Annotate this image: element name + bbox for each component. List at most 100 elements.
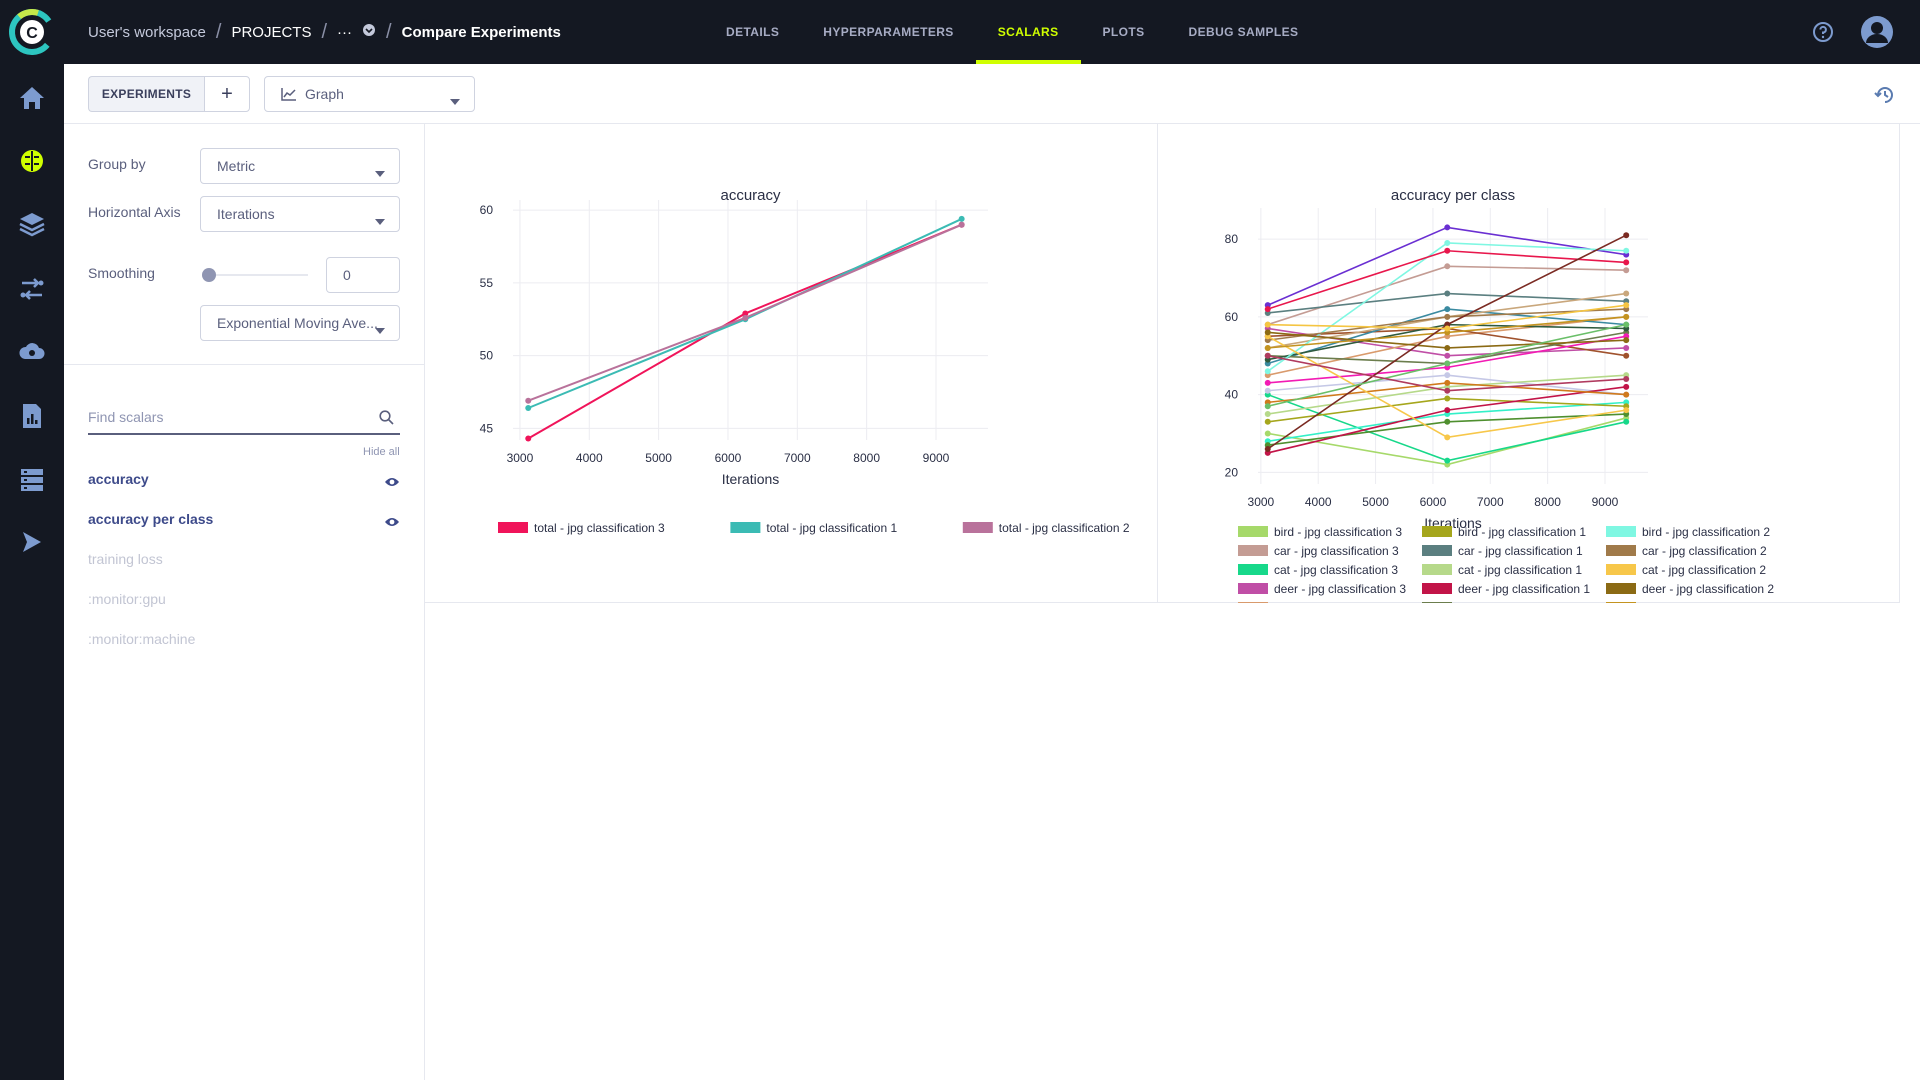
divider — [64, 364, 425, 365]
x-tick-label: 6000 — [1420, 495, 1447, 509]
data-point — [742, 310, 749, 317]
avatar[interactable] — [1860, 15, 1894, 49]
legend-label: total - jpg classification 3 — [534, 521, 665, 535]
smoothing-type-select[interactable]: Exponential Moving Ave... — [200, 305, 400, 341]
data-point — [1444, 434, 1451, 441]
auto-refresh-icon[interactable] — [1874, 84, 1896, 106]
accuracy-per-class-chart[interactable]: accuracy per class 3000 4000 5000 6000 7000 80… — [1158, 124, 1900, 603]
series-line — [1267, 417, 1627, 466]
legend-label: cat - jpg classification 1 — [1458, 563, 1582, 577]
group-by-select[interactable]: Metric — [200, 148, 400, 184]
pipelines-icon[interactable] — [16, 273, 48, 305]
y-tick-label: 45 — [480, 421, 494, 435]
scalar-item-training-loss[interactable]: training loss — [88, 551, 163, 567]
data-point — [958, 221, 965, 228]
data-point — [1444, 418, 1451, 425]
legend-swatch — [1606, 583, 1636, 594]
scalar-settings-panel: Group by Metric Horizontal Axis Iteratio… — [64, 124, 425, 1080]
add-experiment-button[interactable]: + — [204, 76, 250, 112]
data-point — [1444, 239, 1451, 246]
legend-label: bird - jpg classification 1 — [1458, 525, 1586, 539]
y-tick-label: 20 — [1225, 465, 1239, 479]
scalar-item-monitor-machine[interactable]: :monitor:machine — [88, 631, 196, 647]
x-tick-label: 7000 — [1477, 495, 1504, 509]
clearml-logo[interactable]: C — [8, 8, 56, 56]
hide-all-link[interactable]: Hide all — [363, 446, 400, 458]
group-by-label: Group by — [88, 156, 146, 172]
smoothing-input[interactable]: 0 — [326, 257, 400, 293]
legend-label: cat - jpg classification 3 — [1274, 563, 1398, 577]
breadcrumb-projects[interactable]: PROJECTS — [231, 23, 312, 41]
data-point — [1264, 418, 1271, 425]
datasets-icon[interactable] — [16, 463, 48, 495]
deploy-icon[interactable] — [16, 526, 48, 558]
legend-swatch — [1422, 526, 1452, 537]
chart-title: accuracy per class — [1391, 187, 1515, 204]
legend-swatch — [1238, 564, 1268, 575]
search-icon[interactable] — [379, 410, 394, 428]
data-point — [1623, 352, 1630, 359]
smoothing-slider-track[interactable] — [208, 274, 308, 276]
x-tick-label: 5000 — [645, 451, 672, 465]
tab-hyperparameters[interactable]: HYPERPARAMETERS — [823, 25, 954, 39]
tab-plots[interactable]: PLOTS — [1102, 25, 1145, 39]
breadcrumb-ellipsis[interactable]: ··· — [337, 23, 353, 41]
data-point — [1264, 379, 1271, 386]
legend-swatch — [1606, 545, 1636, 556]
group-by-value: Metric — [217, 158, 256, 174]
scalar-item-accuracy-per-class[interactable]: accuracy per class — [88, 511, 214, 527]
eye-icon[interactable] — [384, 515, 400, 527]
data-point — [1264, 344, 1271, 351]
layers-icon[interactable] — [16, 208, 48, 240]
legend-swatch — [1238, 602, 1268, 603]
help-icon[interactable] — [1812, 21, 1834, 43]
legend-swatch — [1422, 583, 1452, 594]
data-point — [1623, 259, 1630, 266]
data-point — [1623, 344, 1630, 351]
tab-details[interactable]: DETAILS — [726, 25, 780, 39]
data-point — [1444, 395, 1451, 402]
data-point — [1623, 383, 1630, 390]
data-point — [1623, 391, 1630, 398]
svg-text:C: C — [26, 25, 38, 42]
legend-swatch — [1422, 602, 1452, 603]
view-select[interactable]: Graph — [264, 76, 475, 112]
legend-swatch — [1422, 564, 1452, 575]
home-icon[interactable] — [16, 82, 48, 114]
find-scalars-input[interactable]: Find scalars — [88, 401, 400, 435]
data-point — [1264, 321, 1271, 328]
breadcrumb-workspace[interactable]: User's workspace — [88, 23, 206, 41]
smoothing-slider-thumb[interactable] — [202, 268, 216, 282]
horizontal-axis-select[interactable]: Iterations — [200, 196, 400, 232]
legend-label: dog - jpg classification 1 — [1458, 601, 1586, 603]
legend-swatch — [1238, 545, 1268, 556]
x-tick-label: 6000 — [715, 451, 742, 465]
brain-icon[interactable] — [16, 145, 48, 177]
chevron-down-icon[interactable] — [362, 23, 376, 41]
scalar-item-accuracy[interactable]: accuracy — [88, 471, 149, 487]
data-point — [1444, 407, 1451, 414]
legend-label: deer - jpg classification 1 — [1458, 582, 1590, 596]
breadcrumb: User's workspace / PROJECTS / ··· / Comp… — [88, 0, 561, 64]
data-point — [1623, 267, 1630, 274]
accuracy-chart[interactable]: accuracy 3000 4000 5000 6000 7000 8000 9000 45 50… — [425, 124, 1158, 603]
reports-icon[interactable] — [16, 400, 48, 432]
accuracy-chart-panel: accuracy 3000 4000 5000 6000 7000 8000 9000 45 50… — [425, 124, 1158, 603]
y-tick-label: 40 — [1225, 388, 1239, 402]
y-tick-label: 60 — [480, 203, 494, 217]
smoothing-label: Smoothing — [88, 265, 155, 281]
data-point — [1623, 418, 1630, 425]
data-point — [525, 397, 532, 404]
x-tick-label: 4000 — [576, 451, 603, 465]
tab-scalars[interactable]: SCALARS — [975, 0, 1081, 64]
cloud-icon[interactable] — [16, 336, 48, 368]
legend-label: car - jpg classification 1 — [1458, 544, 1583, 558]
experiments-button[interactable]: EXPERIMENTS — [88, 76, 204, 112]
scalar-item-monitor-gpu[interactable]: :monitor:gpu — [88, 591, 166, 607]
tab-debug-samples[interactable]: DEBUG SAMPLES — [1188, 25, 1299, 39]
data-point — [1264, 368, 1271, 375]
legend-swatch — [730, 522, 761, 533]
legend-swatch — [1238, 526, 1268, 537]
data-point — [1623, 337, 1630, 344]
eye-icon[interactable] — [384, 475, 400, 487]
